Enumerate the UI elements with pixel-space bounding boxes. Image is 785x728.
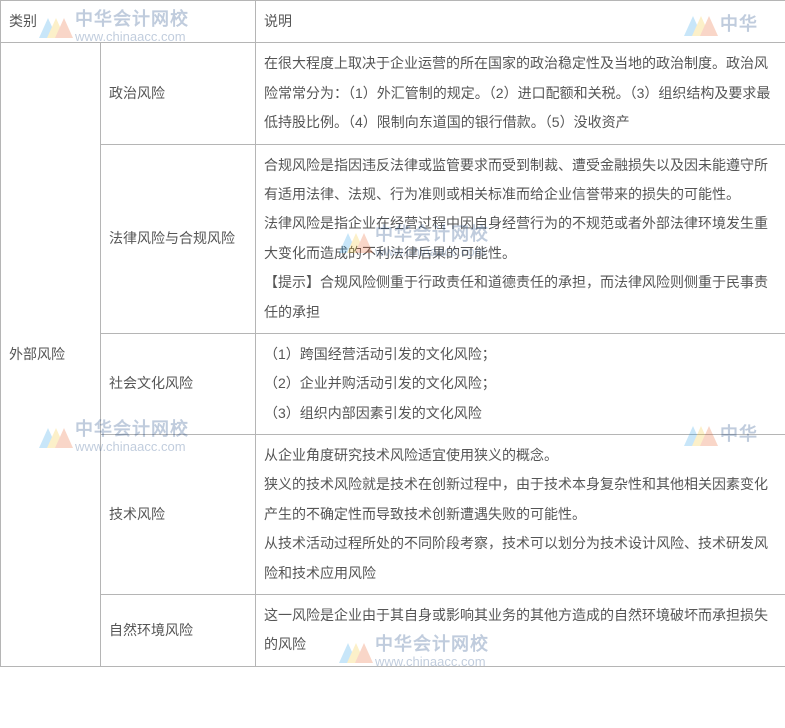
table-row: 社会文化风险 （1）跨国经营活动引发的文化风险；（2）企业并购活动引发的文化风险… <box>1 333 785 434</box>
group-label-cell: 外部风险 <box>1 43 101 666</box>
risk-desc-cell: 合规风险是指因违反法律或监管要求而受到制裁、遭受金融损失以及因未能遵守所有适用法… <box>256 144 785 333</box>
risk-name-cell: 技术风险 <box>101 435 256 595</box>
risk-name-cell: 自然环境风险 <box>101 595 256 667</box>
risk-table: 类别 说明 外部风险 政治风险 在很大程度上取决于企业运营的所在国家的政治稳定性… <box>0 0 785 667</box>
header-description: 说明 <box>256 1 785 43</box>
risk-name-cell: 社会文化风险 <box>101 333 256 434</box>
table-row: 法律风险与合规风险 合规风险是指因违反法律或监管要求而受到制裁、遭受金融损失以及… <box>1 144 785 333</box>
table-header-row: 类别 说明 <box>1 1 785 43</box>
table-row: 外部风险 政治风险 在很大程度上取决于企业运营的所在国家的政治稳定性及当地的政治… <box>1 43 785 144</box>
risk-desc-cell: （1）跨国经营活动引发的文化风险；（2）企业并购活动引发的文化风险；（3）组织内… <box>256 333 785 434</box>
risk-name-cell: 法律风险与合规风险 <box>101 144 256 333</box>
header-category: 类别 <box>1 1 256 43</box>
risk-name-cell: 政治风险 <box>101 43 256 144</box>
page-wrap: 类别 说明 外部风险 政治风险 在很大程度上取决于企业运营的所在国家的政治稳定性… <box>0 0 785 728</box>
table-row: 技术风险 从企业角度研究技术风险适宜使用狭义的概念。狭义的技术风险就是技术在创新… <box>1 435 785 595</box>
risk-desc-cell: 从企业角度研究技术风险适宜使用狭义的概念。狭义的技术风险就是技术在创新过程中，由… <box>256 435 785 595</box>
risk-desc-cell: 在很大程度上取决于企业运营的所在国家的政治稳定性及当地的政治制度。政治风险常常分… <box>256 43 785 144</box>
table-row: 自然环境风险 这一风险是企业由于其自身或影响其业务的其他方造成的自然环境破坏而承… <box>1 595 785 667</box>
risk-desc-cell: 这一风险是企业由于其自身或影响其业务的其他方造成的自然环境破坏而承担损失的风险 <box>256 595 785 667</box>
